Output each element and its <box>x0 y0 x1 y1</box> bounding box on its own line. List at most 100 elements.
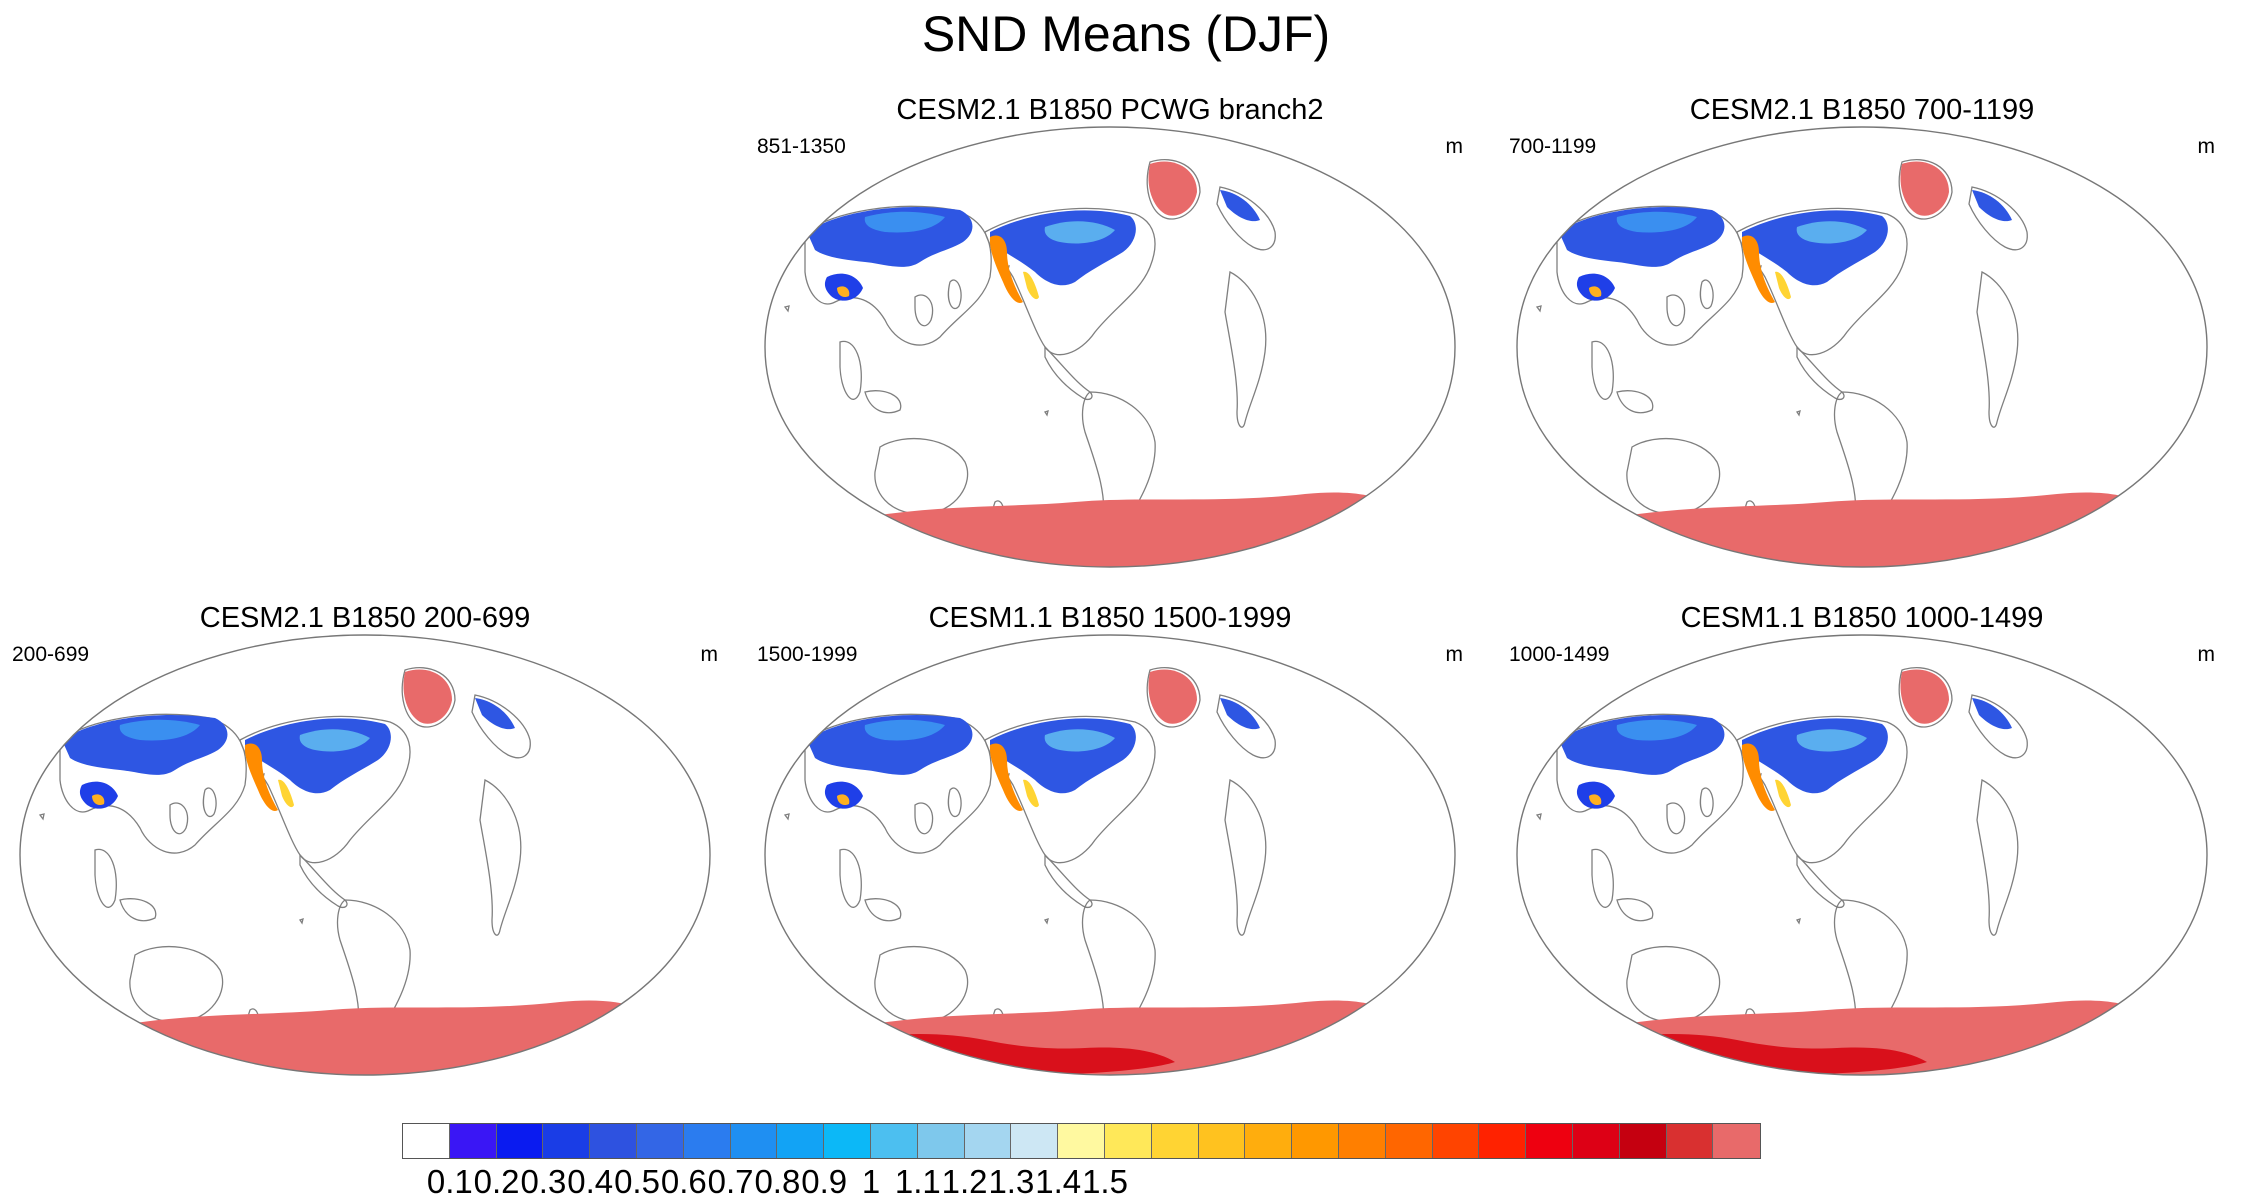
small-island-1 <box>38 813 45 821</box>
colorbar-box <box>730 1124 778 1158</box>
southeast-asia-coast <box>1591 848 1654 922</box>
panel-period: 200-699 <box>12 643 90 666</box>
colorbar-box <box>1245 1124 1293 1158</box>
alaska-coast-snow <box>1741 235 1775 303</box>
colorbar-box <box>543 1124 591 1158</box>
europe-coast <box>1968 186 2028 251</box>
australia-coast <box>1626 437 1721 515</box>
map-svg <box>764 126 1456 568</box>
map-border <box>764 126 1456 568</box>
colorbar-label: 0.5 <box>614 1163 660 1200</box>
map-border <box>1516 126 2208 568</box>
map-content <box>1535 159 2142 567</box>
alaska-coast-snow <box>1741 743 1775 811</box>
map-border <box>1516 634 2208 1076</box>
southeast-asia-coast <box>1591 340 1654 414</box>
australia-coast <box>874 437 969 515</box>
colorbar-label: 1.1 <box>894 1163 941 1200</box>
greenland-ice <box>1900 669 1949 724</box>
europe-coast <box>1216 694 1276 759</box>
tibet-snow-hot <box>837 794 850 806</box>
colorbar-label: 1 <box>861 1163 881 1200</box>
central-america-coast <box>1044 853 1093 909</box>
colorbar-box <box>824 1124 871 1158</box>
colorbar-label: 0.4 <box>567 1163 614 1200</box>
map-panel-5: CESM1.1 B1850 1000-1499 1000-1499 m <box>1497 600 2227 1100</box>
alaska-coast-snow <box>989 235 1023 303</box>
southeast-asia-coast <box>839 848 902 922</box>
north-america-snow-light <box>1044 729 1115 752</box>
colorbar-box <box>1058 1124 1105 1158</box>
panel-units: m <box>2197 135 2216 158</box>
greenland-ice <box>403 669 452 724</box>
colorbar-box <box>777 1124 825 1158</box>
colorbar-box <box>1572 1124 1620 1158</box>
colorbar-box <box>1338 1124 1386 1158</box>
north-america-coast <box>1736 207 1908 356</box>
asia-coast <box>1556 713 1744 854</box>
europe-coast <box>1216 186 1276 251</box>
antarctica-ice <box>95 1000 645 1075</box>
scandinavia-snow <box>1972 698 2012 730</box>
north-america-coast <box>239 715 411 864</box>
eurasia-snow-light <box>1616 211 1697 233</box>
north-america-snow-light <box>1796 729 1867 752</box>
panel-units: m <box>2197 643 2216 666</box>
colorbar-label: 0.9 <box>801 1163 848 1200</box>
colorbar-label: 1.4 <box>1035 1163 1082 1200</box>
small-island-2 <box>1043 918 1049 925</box>
antarctica-ice <box>1592 492 2142 567</box>
colorbar-label: 1.2 <box>941 1163 988 1200</box>
map-content <box>38 667 645 1075</box>
main-title: SND Means (DJF) <box>921 6 1331 62</box>
small-island-1 <box>783 813 790 821</box>
north-america-coast <box>984 207 1156 356</box>
colorbar-label: 1.3 <box>988 1163 1035 1200</box>
colorbar-box <box>1198 1124 1246 1158</box>
eurasia-snow-light <box>1616 719 1697 741</box>
tibet-snow-hot <box>1589 286 1602 298</box>
colorbar-box <box>1479 1124 1527 1158</box>
colorbar-label: 0.6 <box>660 1163 707 1200</box>
rockies-snow <box>1023 271 1039 300</box>
asia-coast <box>59 713 247 854</box>
alaska-coast-snow <box>244 743 278 811</box>
small-island-2 <box>298 918 304 925</box>
north-america-snow-light <box>1044 221 1115 244</box>
australia-coast <box>129 945 224 1023</box>
rockies-snow <box>1023 779 1039 808</box>
colorbar-box <box>917 1124 965 1158</box>
colorbar-box <box>449 1124 497 1158</box>
colorbar-box <box>403 1124 450 1158</box>
asia-coast <box>804 205 992 346</box>
antarctica-ice <box>840 492 1390 567</box>
north-america-snow-light <box>299 729 370 752</box>
scandinavia-snow <box>1972 190 2012 222</box>
colorbar-label: 0.8 <box>754 1163 801 1200</box>
greenland-ice <box>1148 161 1197 216</box>
map-border <box>19 634 711 1076</box>
alaska-coast-snow <box>989 743 1023 811</box>
map-content <box>783 159 1390 567</box>
panel-period: 700-1199 <box>1509 135 1597 158</box>
central-america-coast <box>299 853 348 909</box>
greenland-ice <box>1900 161 1949 216</box>
eurasia-snow-light <box>864 211 945 233</box>
scandinavia-snow <box>1220 190 1260 222</box>
panel-title: CESM2.1 B1850 700-1199 <box>1689 94 2035 126</box>
africa-coast <box>1224 779 1267 936</box>
colorbar-label: 1.5 <box>1082 1163 1128 1200</box>
rockies-snow <box>278 779 294 808</box>
australia-coast <box>874 945 969 1023</box>
small-island-1 <box>1535 813 1542 821</box>
korea-japan-coast <box>1666 787 1714 835</box>
colorbar-box <box>636 1124 684 1158</box>
colorbar-label: 0.3 <box>520 1163 567 1200</box>
colorbar-box <box>1666 1124 1714 1158</box>
map-panel-3: CESM2.1 B1850 200-699 200-699 m <box>0 600 730 1100</box>
panel-units: m <box>1445 643 1464 666</box>
eurasia-snow-light <box>864 719 945 741</box>
colorbar-box <box>1292 1124 1339 1158</box>
tibet-snow-hot <box>837 286 850 298</box>
map-svg <box>764 634 1456 1076</box>
